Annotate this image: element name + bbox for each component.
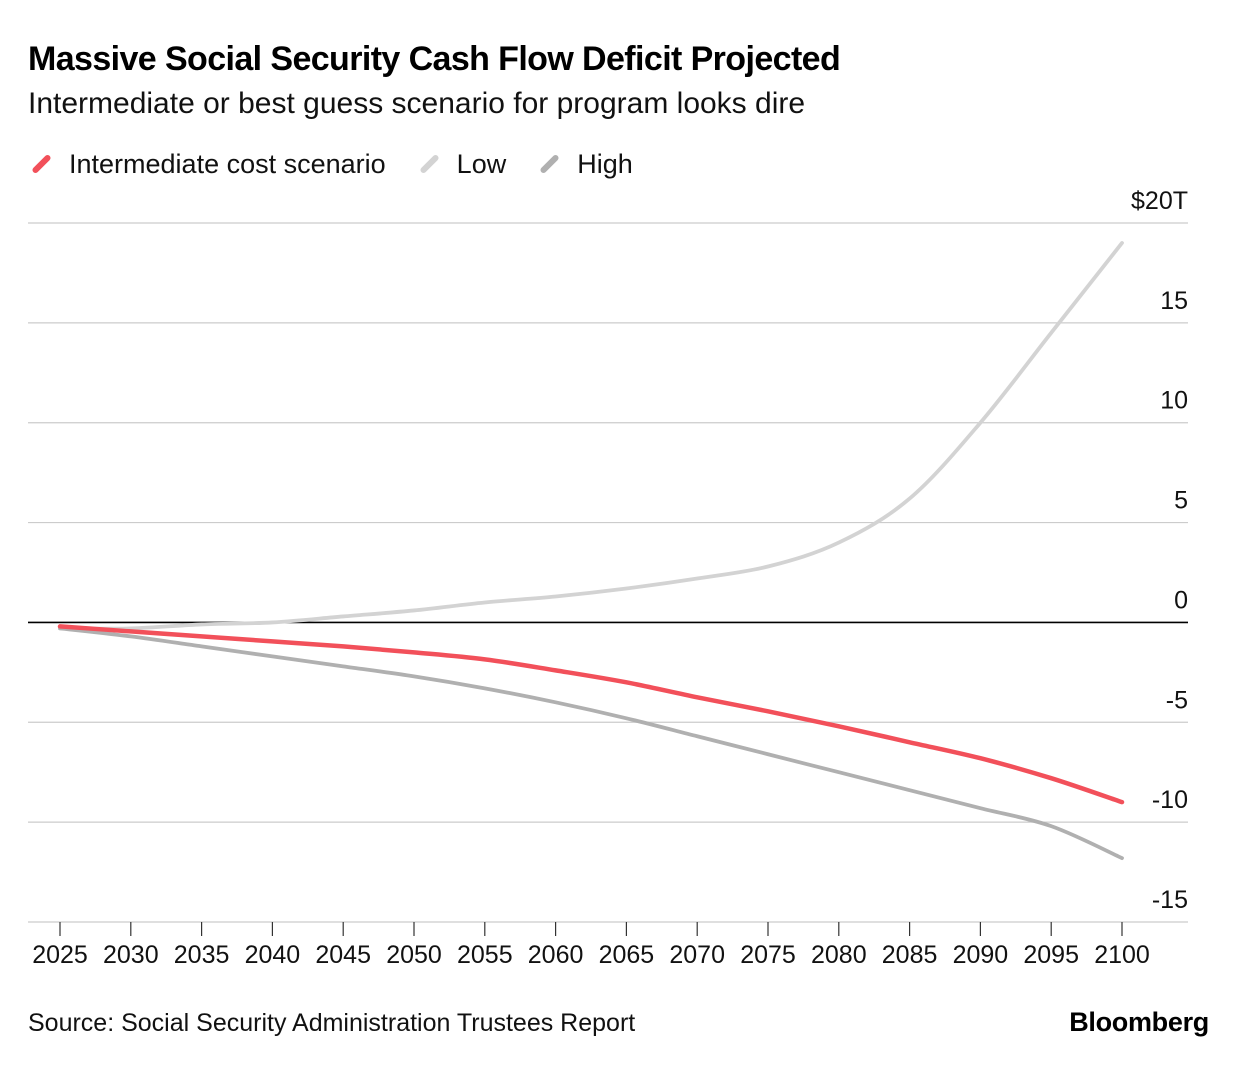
x-tick-label: 2100: [1094, 941, 1150, 969]
y-tick-label: $20T: [1131, 187, 1188, 215]
legend-item-high: High: [536, 149, 633, 180]
series-line-intermediate: [57, 624, 1125, 805]
x-tick-label: 2060: [528, 941, 584, 969]
x-tick-label: 2095: [1023, 941, 1079, 969]
gridlines: [28, 222, 1188, 923]
y-tick-label: -10: [1152, 786, 1188, 814]
x-tick-label: 2035: [174, 941, 230, 969]
x-tick-label: 2045: [315, 941, 371, 969]
x-tick-label: 2050: [386, 941, 442, 969]
legend-label-intermediate: Intermediate cost scenario: [69, 148, 386, 179]
source-note: Source: Social Security Administration T…: [28, 1009, 636, 1037]
series-line-low: [58, 241, 1124, 631]
legend-label-high: High: [577, 148, 633, 179]
chart-subtitle: Intermediate or best guess scenario for …: [28, 87, 806, 120]
series-lines: [57, 241, 1125, 860]
y-tick-label: -15: [1152, 886, 1188, 914]
x-tick-label: 2030: [103, 941, 159, 969]
y-tick-label: 5: [1174, 487, 1188, 515]
x-tick-label: 2055: [457, 941, 513, 969]
y-tick-label: 15: [1160, 287, 1188, 315]
x-axis: 2025 2030 2035 2040 2045 2050 2055 2060 2065 2070…: [32, 922, 1150, 969]
y-tick-label: 10: [1160, 387, 1188, 415]
x-tick-label: 2085: [882, 941, 938, 969]
x-tick-label: 2080: [811, 941, 867, 969]
bloomberg-logo: Bloomberg: [1069, 1007, 1209, 1037]
x-tick-label: 2065: [599, 941, 655, 969]
chart-title: Massive Social Security Cash Flow Defici…: [28, 40, 841, 78]
y-axis-tick-labels: $20T 15 10 5 0 -5 -10 -15: [1131, 187, 1188, 914]
legend: Intermediate cost scenario Low High: [28, 146, 663, 182]
legend-label-low: Low: [456, 148, 507, 179]
series-line-high: [58, 626, 1124, 860]
x-tick-label: 2070: [669, 941, 725, 969]
x-tick-label: 2090: [953, 941, 1009, 969]
x-tick-label: 2075: [740, 941, 796, 969]
x-tick-label: 2040: [245, 941, 301, 969]
legend-item-low: Low: [416, 148, 507, 180]
y-tick-label: -5: [1166, 686, 1188, 714]
y-tick-label: 0: [1174, 586, 1188, 614]
x-tick-label: 2025: [32, 941, 88, 969]
legend-item-intermediate: Intermediate cost scenario: [28, 149, 386, 180]
